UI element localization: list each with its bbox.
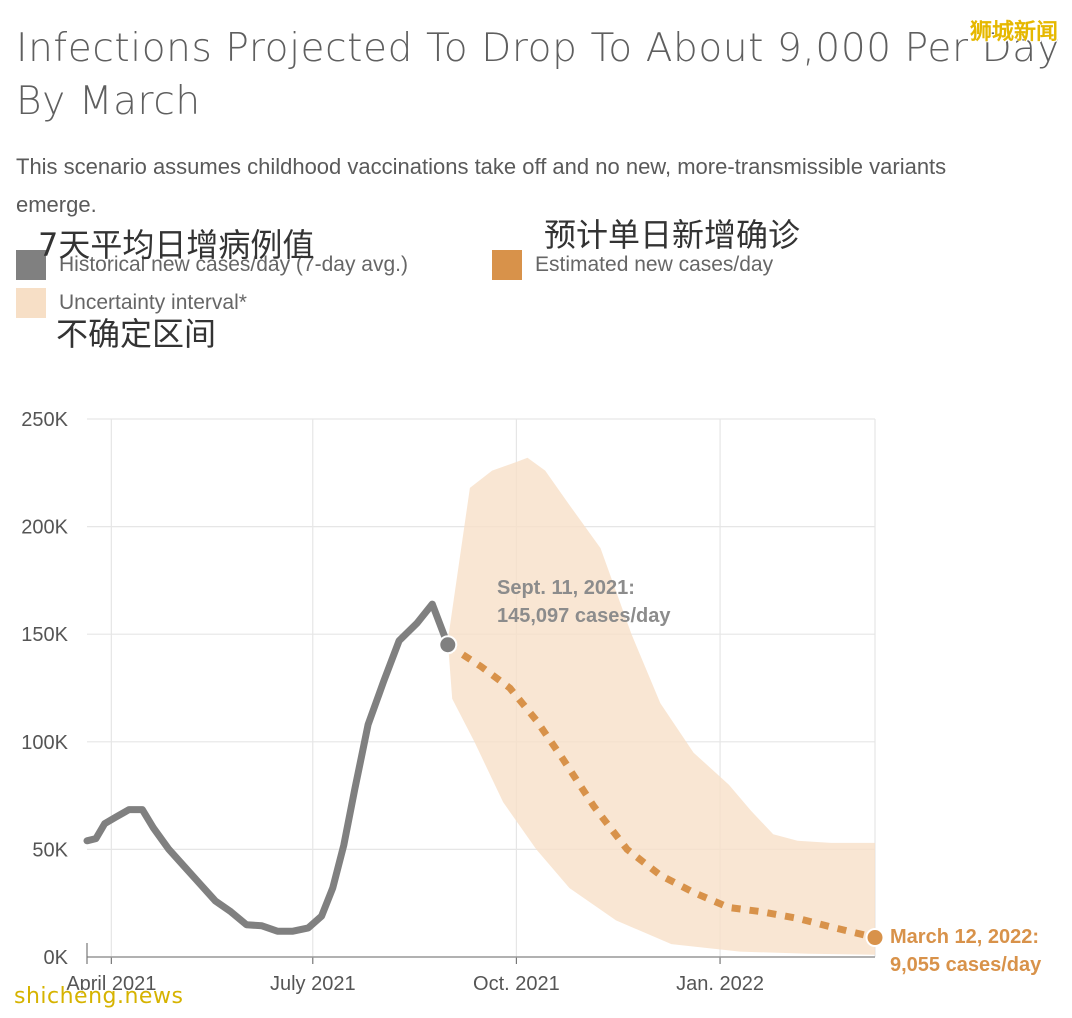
- annotations: Sept. 11, 2021: 145,097 cases/day March …: [497, 577, 1042, 976]
- annotation-march-value: 9,055 cases/day: [890, 954, 1042, 976]
- legend-historical: Historical new cases/day (7-day avg.): [16, 250, 408, 280]
- uncertainty-band-layer: [447, 457, 875, 955]
- estimated-series-line: [445, 641, 876, 941]
- y-tick-label: 200K: [21, 517, 68, 539]
- watermark-top-logo: 狮城新闻: [969, 20, 1058, 45]
- annotation-march-date: March 12, 2022:: [890, 926, 1039, 948]
- annotation-sept-value: 145,097 cases/day: [497, 605, 671, 627]
- legend-historical-label: Historical new cases/day (7-day avg.): [59, 253, 408, 276]
- legend-uncertainty-swatch: [16, 288, 46, 318]
- y-tick-label: 150K: [21, 624, 68, 646]
- legend-uncertainty-label: Uncertainty interval*: [59, 291, 247, 314]
- x-tick-label: Oct. 2021: [473, 973, 560, 995]
- x-tick-label: April 2021: [66, 973, 156, 995]
- axis-ticks: 0K 50K 100K 150K 200K 250K April 2021 July 2021…: [21, 409, 875, 995]
- y-tick-label: 50K: [32, 839, 68, 861]
- chart-title: Infections Projected To Drop To About 9,…: [16, 26, 1061, 124]
- overlay-label-uncertainty: 不确定区间: [56, 315, 217, 353]
- legend-historical-swatch: [16, 250, 46, 280]
- legend-uncertainty: Uncertainty interval*: [16, 288, 247, 318]
- overlay-label-historical: 7天平均日增病例值: [38, 226, 315, 264]
- y-tick-label: 100K: [21, 732, 68, 754]
- uncertainty-band: [447, 457, 875, 955]
- annotation-sept-date: Sept. 11, 2021:: [497, 577, 635, 599]
- legend-estimated: Estimated new cases/day: [492, 250, 773, 280]
- chart-subtitle: This scenario assumes childhood vaccinat…: [16, 154, 947, 217]
- legend-estimated-label: Estimated new cases/day: [535, 253, 774, 276]
- march-12-point: [865, 928, 885, 948]
- watermark-bottom-logo: shicheng.news: [14, 984, 184, 1009]
- highlight-points: [438, 635, 885, 948]
- x-tick-label: July 2021: [270, 973, 356, 995]
- sept-11-point: [438, 635, 458, 655]
- x-tick-label: Jan. 2022: [676, 973, 764, 995]
- overlay-label-estimated: 预计单日新增确诊: [544, 216, 801, 254]
- legend-estimated-swatch: [492, 250, 522, 280]
- historical-series-line: [83, 600, 452, 935]
- y-tick-label: 0K: [44, 947, 69, 969]
- y-tick-label: 250K: [21, 409, 68, 431]
- series-lines: [83, 600, 876, 941]
